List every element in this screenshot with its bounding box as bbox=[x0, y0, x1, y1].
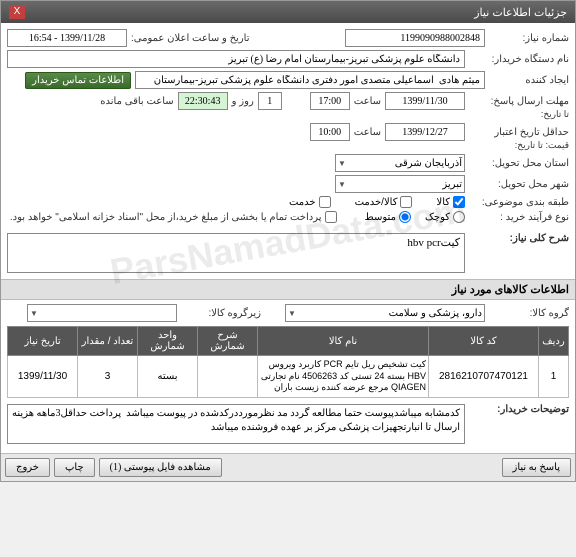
creator-label: ایجاد کننده bbox=[489, 75, 569, 86]
delivery-province-value: آذربایجان شرقی bbox=[395, 158, 462, 169]
need-no-field[interactable] bbox=[345, 29, 485, 47]
reply-button[interactable]: پاسخ به نیاز bbox=[502, 458, 572, 477]
sub-group-label: زیرگروه کالا: bbox=[181, 308, 261, 319]
attachments-button[interactable]: مشاهده فایل پیوستی (1) bbox=[99, 458, 222, 477]
chevron-down-icon: ▼ bbox=[338, 180, 346, 189]
cat-goods-checkbox[interactable]: کالا bbox=[436, 196, 465, 208]
price-to-date-label: قیمت: تا تاریخ: bbox=[469, 140, 569, 151]
proc-small-radio[interactable]: کوچک bbox=[425, 211, 465, 223]
col-row: ردیف bbox=[539, 327, 569, 356]
delivery-city-select[interactable]: تبریز ▼ bbox=[335, 175, 465, 193]
titlebar: جزئیات اطلاعات نیاز X bbox=[1, 1, 575, 23]
cell-count-desc bbox=[198, 356, 258, 398]
form-body: شماره نیاز: تاریخ و ساعت اعلان عمومی: نا… bbox=[1, 23, 575, 453]
min-valid-hour-field[interactable] bbox=[310, 123, 350, 141]
col-date: تاریخ نیاز bbox=[8, 327, 78, 356]
table-row[interactable]: 1 2816210707470121 کیت تشخیص ریل تایم PC… bbox=[8, 356, 569, 398]
col-unit: واحد شمارش bbox=[138, 327, 198, 356]
chevron-down-icon: ▼ bbox=[338, 159, 346, 168]
goods-group-value: دارو، پزشکی و سلامت bbox=[389, 308, 482, 319]
hour-label-2: ساعت bbox=[354, 127, 381, 138]
footer: پاسخ به نیاز مشاهده فایل پیوستی (1) چاپ … bbox=[1, 453, 575, 481]
to-date-label: تا تاریخ: bbox=[469, 109, 569, 120]
cat-goods-service-checkbox[interactable]: کالا/خدمت bbox=[355, 196, 413, 208]
buyer-notes-field[interactable]: کدمشابه میباشدپیوست حتما مطالعه گردد مد … bbox=[7, 404, 465, 444]
col-code: کد کالا bbox=[429, 327, 539, 356]
goods-section-header: اطلاعات کالاهای مورد نیاز bbox=[1, 279, 575, 300]
proc-mid-radio[interactable]: متوسط bbox=[365, 211, 411, 223]
exit-button[interactable]: خروج bbox=[5, 458, 50, 477]
buyer-notes-label: توضیحات خریدار: bbox=[469, 404, 569, 415]
cell-row: 1 bbox=[539, 356, 569, 398]
delivery-province-select[interactable]: آذربایجان شرقی ▼ bbox=[335, 154, 465, 172]
chevron-down-icon: ▼ bbox=[288, 309, 296, 318]
day-word: روز و bbox=[232, 96, 254, 107]
cell-unit: بسته bbox=[138, 356, 198, 398]
category-label: طبقه بندی موضوعی: bbox=[469, 197, 569, 208]
cell-name: کیت تشخیص ریل تایم PCR کاربرد ویروس HBV … bbox=[258, 356, 429, 398]
details-window: جزئیات اطلاعات نیاز X شماره نیاز: تاریخ … bbox=[0, 0, 576, 482]
goods-group-select[interactable]: دارو، پزشکی و سلامت ▼ bbox=[285, 304, 485, 322]
general-desc-label: شرح کلی نیاز: bbox=[469, 233, 569, 244]
time-left-field bbox=[178, 92, 228, 110]
cell-date: 1399/11/30 bbox=[8, 356, 78, 398]
need-no-label: شماره نیاز: bbox=[489, 33, 569, 44]
min-valid-date-field[interactable] bbox=[385, 123, 465, 141]
cat-service-checkbox[interactable]: خدمت bbox=[289, 196, 331, 208]
col-name: نام کالا bbox=[258, 327, 429, 356]
col-qty: تعداد / مقدار bbox=[78, 327, 138, 356]
buyer-org-label: نام دستگاه خریدار: bbox=[469, 54, 569, 65]
delivery-city-value: تبریز bbox=[442, 179, 462, 190]
general-desc-field[interactable]: کیتhbv pcr bbox=[7, 233, 465, 273]
min-valid-label: حداقل تاریخ اعتبار bbox=[469, 127, 569, 138]
col-count-desc: شرح شمارش bbox=[198, 327, 258, 356]
chevron-down-icon: ▼ bbox=[30, 309, 38, 318]
delivery-city-label: شهر محل تحویل: bbox=[469, 179, 569, 190]
cell-code: 2816210707470121 bbox=[429, 356, 539, 398]
goods-group-label: گروه کالا: bbox=[489, 308, 569, 319]
days-left-field bbox=[258, 92, 282, 110]
announce-field[interactable] bbox=[7, 29, 127, 47]
print-button[interactable]: چاپ bbox=[54, 458, 95, 477]
sub-group-select[interactable]: ▼ bbox=[27, 304, 177, 322]
creator-field[interactable] bbox=[135, 71, 485, 89]
close-icon[interactable]: X bbox=[9, 5, 25, 19]
remain-label: ساعت باقی مانده bbox=[100, 96, 173, 107]
goods-table: ردیف کد کالا نام کالا شرح شمارش واحد شما… bbox=[7, 326, 569, 398]
contact-button[interactable]: اطلاعات تماس خریدار bbox=[25, 72, 131, 89]
partial-pay-checkbox[interactable]: پرداخت تمام یا بخشی از مبلغ خرید،از محل … bbox=[10, 211, 337, 223]
process-label: نوع فرآیند خرید : bbox=[469, 212, 569, 223]
window-title: جزئیات اطلاعات نیاز bbox=[474, 6, 567, 19]
deadline-date-field[interactable] bbox=[385, 92, 465, 110]
deadline-hour-field[interactable] bbox=[310, 92, 350, 110]
announce-label: تاریخ و ساعت اعلان عمومی: bbox=[131, 33, 250, 44]
cell-qty: 3 bbox=[78, 356, 138, 398]
delivery-province-label: استان محل تحویل: bbox=[469, 158, 569, 169]
hour-label-1: ساعت bbox=[354, 96, 381, 107]
buyer-org-field[interactable] bbox=[7, 50, 465, 68]
deadline-label: مهلت ارسال پاسخ: bbox=[469, 96, 569, 107]
table-header-row: ردیف کد کالا نام کالا شرح شمارش واحد شما… bbox=[8, 327, 569, 356]
